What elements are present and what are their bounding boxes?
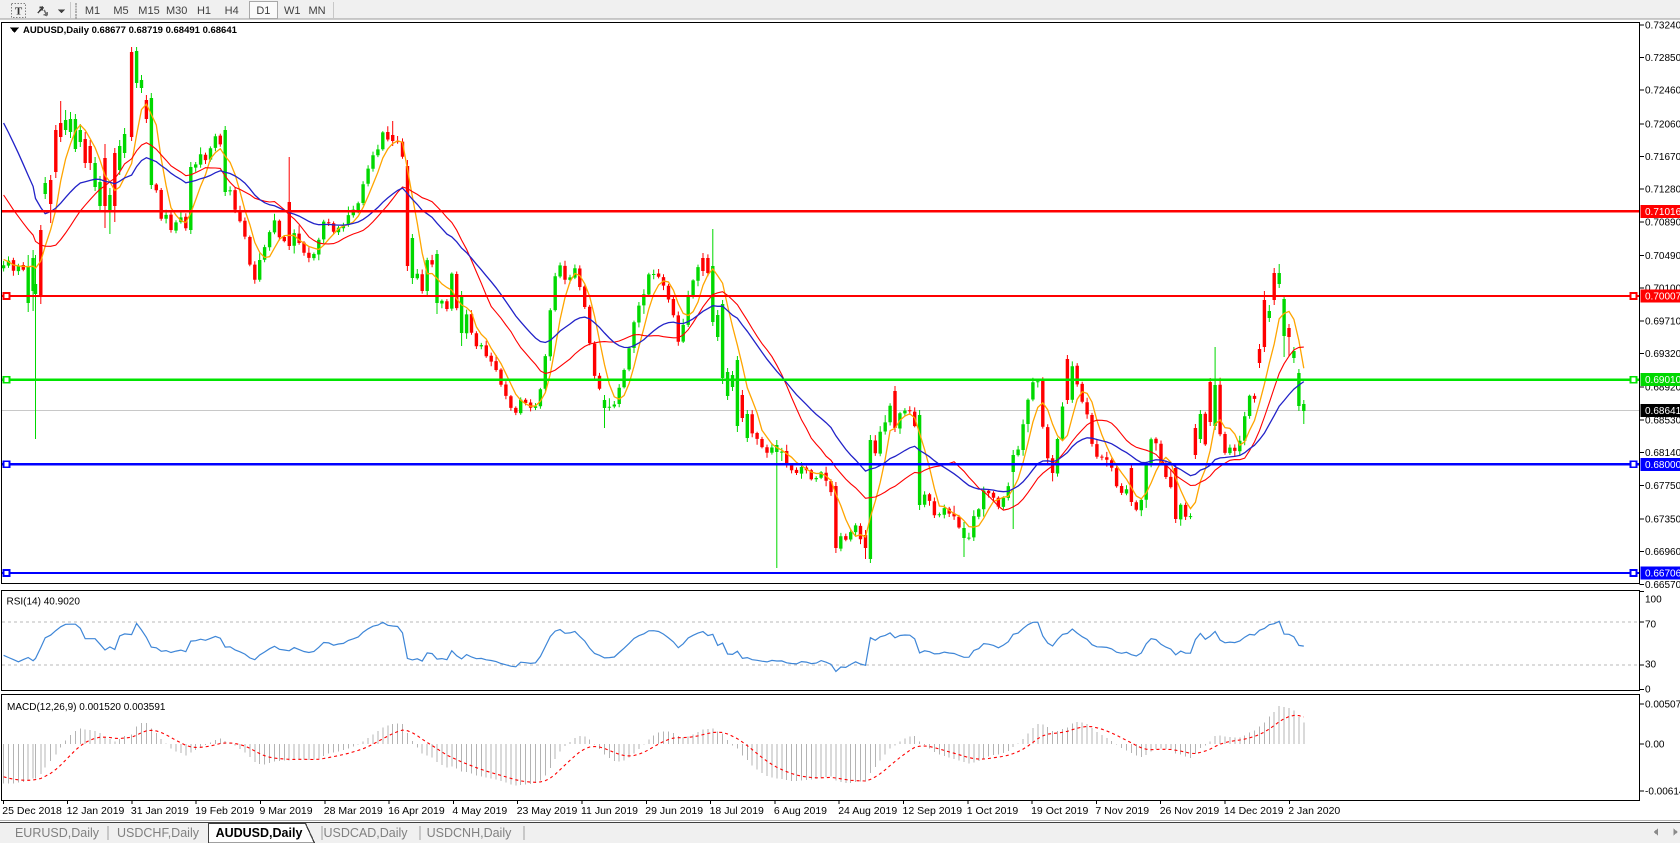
svg-text:M15: M15: [138, 5, 159, 17]
svg-text:0.68920: 0.68920: [1645, 383, 1680, 394]
svg-text:30: 30: [1645, 660, 1657, 671]
svg-text:7 Nov 2019: 7 Nov 2019: [1095, 805, 1149, 817]
svg-text:D1: D1: [256, 5, 270, 17]
svg-text:24 Aug 2019: 24 Aug 2019: [838, 805, 897, 817]
svg-text:0: 0: [1645, 685, 1651, 696]
svg-text:0.72060: 0.72060: [1645, 119, 1680, 130]
svg-text:16 Apr 2019: 16 Apr 2019: [388, 805, 445, 817]
svg-text:28 Mar 2019: 28 Mar 2019: [324, 805, 383, 817]
svg-text:W1: W1: [284, 5, 301, 17]
svg-text:EURUSD,Daily: EURUSD,Daily: [15, 826, 100, 840]
svg-text:H1: H1: [197, 5, 211, 17]
svg-text:0.68000: 0.68000: [1645, 460, 1680, 471]
svg-text:USDCHF,Daily: USDCHF,Daily: [117, 826, 200, 840]
svg-text:USDCAD,Daily: USDCAD,Daily: [323, 826, 408, 840]
svg-text:19 Feb 2019: 19 Feb 2019: [195, 805, 254, 817]
svg-text:0.68530: 0.68530: [1645, 415, 1680, 426]
svg-text:M30: M30: [166, 5, 187, 17]
svg-text:31 Jan 2019: 31 Jan 2019: [131, 805, 189, 817]
svg-text:0.73240: 0.73240: [1645, 20, 1680, 31]
svg-text:M1: M1: [85, 5, 100, 17]
svg-text:0.71280: 0.71280: [1645, 185, 1680, 196]
svg-text:4 May 2019: 4 May 2019: [452, 805, 507, 817]
svg-text:AUDUSD,Daily 0.68677 0.68719: AUDUSD,Daily 0.68677 0.68719 0.68491 0.6…: [23, 25, 238, 36]
svg-text:0.005076: 0.005076: [1645, 700, 1680, 711]
svg-text:-0.006148: -0.006148: [1645, 787, 1680, 798]
svg-text:26 Nov 2019: 26 Nov 2019: [1160, 805, 1220, 817]
svg-text:29 Jun 2019: 29 Jun 2019: [645, 805, 703, 817]
svg-text:0.69010: 0.69010: [1645, 375, 1680, 386]
svg-text:0.72850: 0.72850: [1645, 53, 1680, 64]
svg-text:0.70490: 0.70490: [1645, 251, 1680, 262]
svg-text:MN: MN: [308, 5, 325, 17]
svg-text:14 Dec 2019: 14 Dec 2019: [1224, 805, 1284, 817]
svg-text:2 Jan 2020: 2 Jan 2020: [1288, 805, 1340, 817]
svg-text:0.70100: 0.70100: [1645, 284, 1680, 295]
svg-text:0.70007: 0.70007: [1645, 292, 1680, 303]
svg-text:25 Dec 2018: 25 Dec 2018: [2, 805, 62, 817]
svg-text:100: 100: [1645, 594, 1662, 605]
svg-text:T: T: [15, 6, 23, 18]
svg-text:0.68641: 0.68641: [1645, 406, 1680, 417]
svg-text:AUDUSD,Daily: AUDUSD,Daily: [216, 826, 303, 840]
svg-text:12 Sep 2019: 12 Sep 2019: [903, 805, 963, 817]
svg-text:9 Mar 2019: 9 Mar 2019: [260, 805, 313, 817]
svg-text:RSI(14) 40.9020: RSI(14) 40.9020: [7, 597, 81, 608]
svg-text:19 Oct 2019: 19 Oct 2019: [1031, 805, 1088, 817]
svg-text:0.67750: 0.67750: [1645, 481, 1680, 492]
svg-text:0.71016: 0.71016: [1645, 207, 1680, 218]
svg-text:H4: H4: [225, 5, 239, 17]
svg-text:0.69710: 0.69710: [1645, 316, 1680, 327]
svg-text:6 Aug 2019: 6 Aug 2019: [774, 805, 827, 817]
svg-text:M5: M5: [113, 5, 128, 17]
svg-text:0.72460: 0.72460: [1645, 86, 1680, 97]
svg-text:0.71670: 0.71670: [1645, 152, 1680, 163]
svg-text:0.67350: 0.67350: [1645, 514, 1680, 525]
svg-text:0.66570: 0.66570: [1645, 580, 1680, 591]
svg-text:1 Oct 2019: 1 Oct 2019: [967, 805, 1019, 817]
svg-text:18 Jul 2019: 18 Jul 2019: [710, 805, 764, 817]
svg-text:0.00: 0.00: [1645, 740, 1665, 751]
svg-text:0.66706: 0.66706: [1645, 568, 1680, 579]
svg-text:11 Jun 2019: 11 Jun 2019: [581, 805, 638, 817]
svg-text:0.70890: 0.70890: [1645, 217, 1680, 228]
svg-text:70: 70: [1645, 619, 1657, 630]
svg-text:0.66960: 0.66960: [1645, 547, 1680, 558]
svg-text:23 May 2019: 23 May 2019: [517, 805, 578, 817]
svg-text:12 Jan 2019: 12 Jan 2019: [67, 805, 125, 817]
svg-text:0.68140: 0.68140: [1645, 448, 1680, 459]
svg-text:0.69320: 0.69320: [1645, 349, 1680, 360]
svg-text:MACD(12,26,9) 0.001520 0.00359: MACD(12,26,9) 0.001520 0.003591: [7, 702, 166, 713]
svg-text:USDCNH,Daily: USDCNH,Daily: [427, 826, 512, 840]
